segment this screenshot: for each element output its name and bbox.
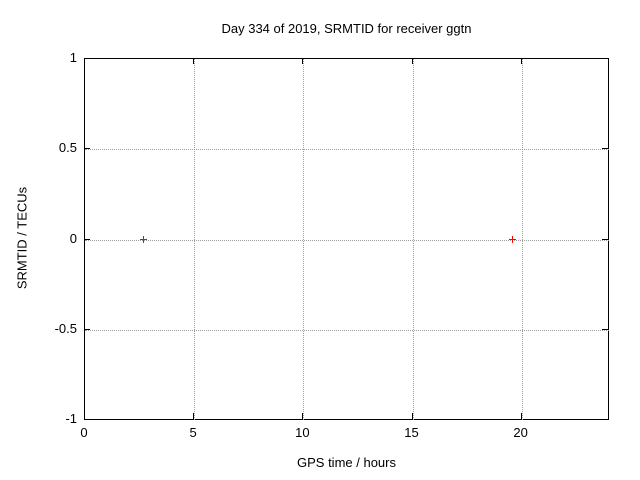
y-tick-left <box>84 419 90 420</box>
y-tick-right <box>602 328 608 330</box>
y-gridline <box>85 329 609 331</box>
x-tick-top <box>302 58 304 64</box>
marker-vertical-stroke <box>143 236 145 243</box>
y-gridline <box>85 149 609 151</box>
x-tick-bottom <box>520 413 522 419</box>
x-tick-top <box>193 58 195 64</box>
y-tick-right <box>602 238 608 240</box>
y-gridline <box>85 239 609 241</box>
y-tick-label: -1 <box>65 411 77 426</box>
y-tick-label: 0.5 <box>58 140 77 156</box>
data-point-marker <box>509 236 517 243</box>
x-tick-label: 10 <box>295 425 310 440</box>
x-tick-label: 0 <box>80 425 88 440</box>
y-tick-right <box>602 58 608 59</box>
y-tick-label: 0 <box>69 230 77 246</box>
x-tick-label: 20 <box>513 425 528 440</box>
y-tick-left <box>84 238 90 240</box>
y-tick-right <box>602 148 608 150</box>
plot-area <box>84 58 609 420</box>
marker-vertical-stroke <box>512 236 514 243</box>
x-tick-label: 5 <box>189 425 197 440</box>
y-tick-right <box>602 419 608 420</box>
y-tick-left <box>84 58 90 59</box>
y-tick-label: 1 <box>69 50 77 65</box>
x-tick-bottom <box>302 413 304 419</box>
x-axis-label: GPS time / hours <box>297 455 396 470</box>
chart-title: Day 334 of 2019, SRMTID for receiver ggt… <box>221 21 472 36</box>
data-point-marker <box>140 236 148 243</box>
x-tick-bottom <box>84 413 85 419</box>
x-tick-top <box>520 58 522 64</box>
x-tick-bottom <box>193 413 195 419</box>
y-tick-left <box>84 328 90 330</box>
x-tick-bottom <box>411 413 413 419</box>
x-tick-top <box>84 58 85 64</box>
x-tick-label: 15 <box>404 425 419 440</box>
y-tick-label: -0.5 <box>54 320 77 336</box>
y-tick-left <box>84 148 90 150</box>
x-tick-top <box>411 58 413 64</box>
